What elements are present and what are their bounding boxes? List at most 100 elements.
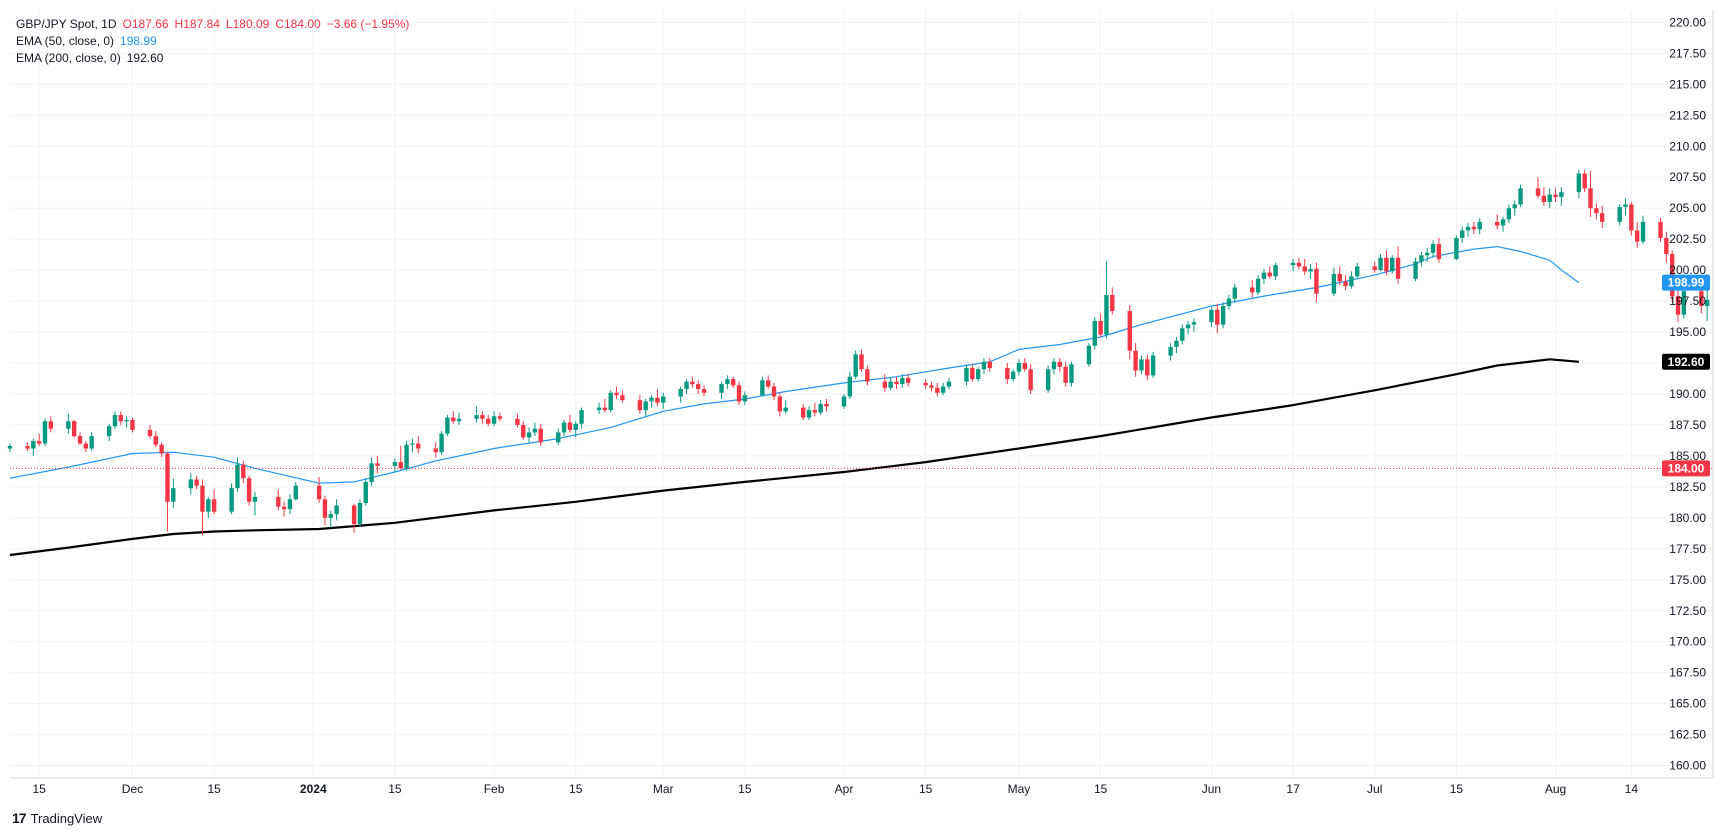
legend-symbol[interactable]: GBP/JPY Spot, 1D (16, 17, 117, 31)
candle[interactable] (1133, 343, 1138, 377)
candle[interactable] (923, 379, 928, 390)
candle[interactable] (736, 381, 742, 406)
candle[interactable] (1588, 171, 1593, 217)
candle[interactable] (695, 380, 701, 394)
candle[interactable] (526, 427, 532, 443)
candle[interactable] (538, 423, 543, 447)
candle[interactable] (1436, 237, 1442, 263)
candle[interactable] (1594, 203, 1599, 220)
candle[interactable] (188, 473, 193, 495)
candle[interactable] (1185, 320, 1191, 335)
candle[interactable] (118, 411, 124, 425)
candle[interactable] (322, 495, 328, 526)
candle[interactable] (276, 489, 281, 511)
candle[interactable] (1512, 200, 1517, 216)
candle[interactable] (661, 392, 666, 409)
candle[interactable] (165, 452, 170, 532)
candle[interactable] (1092, 317, 1097, 350)
candle[interactable] (206, 496, 211, 518)
candle[interactable] (357, 499, 363, 527)
candle[interactable] (701, 385, 707, 397)
candle[interactable] (719, 381, 724, 399)
candle[interactable] (281, 501, 287, 517)
candle[interactable] (859, 349, 864, 372)
candle[interactable] (1465, 223, 1471, 237)
candle[interactable] (1273, 262, 1278, 281)
candle[interactable] (1168, 343, 1173, 361)
candle[interactable] (1640, 215, 1646, 245)
candle[interactable] (1098, 313, 1103, 338)
candle[interactable] (614, 386, 619, 399)
candle[interactable] (1016, 359, 1022, 376)
candle[interactable] (1209, 307, 1214, 328)
candle[interactable] (684, 379, 689, 394)
candle[interactable] (1343, 275, 1348, 290)
candle[interactable] (252, 491, 258, 516)
candle[interactable] (171, 478, 176, 508)
candle[interactable] (1378, 254, 1383, 272)
candle[interactable] (579, 407, 584, 429)
candle[interactable] (1296, 257, 1302, 269)
legend-ema50-row[interactable]: EMA (50, close, 0) 198.99 (16, 33, 409, 50)
candle[interactable] (771, 382, 777, 401)
candle[interactable] (159, 442, 164, 458)
candle[interactable] (567, 415, 573, 433)
candle[interactable] (1086, 343, 1092, 367)
candle[interactable] (1069, 361, 1074, 387)
candle[interactable] (602, 398, 608, 413)
candle[interactable] (1174, 337, 1179, 354)
candle[interactable] (1395, 246, 1401, 284)
candle[interactable] (1022, 358, 1028, 372)
candle[interactable] (486, 415, 491, 427)
candle[interactable] (1547, 188, 1552, 209)
candle[interactable] (1261, 268, 1267, 284)
candle[interactable] (929, 381, 934, 392)
candle[interactable] (981, 358, 987, 375)
candle[interactable] (940, 382, 946, 396)
candle[interactable] (882, 374, 888, 392)
candle[interactable] (83, 441, 89, 453)
candle[interactable] (800, 403, 806, 421)
candle[interactable] (1010, 369, 1016, 382)
candle[interactable] (532, 422, 538, 437)
candle[interactable] (596, 402, 602, 414)
candle[interactable] (1180, 324, 1185, 345)
candle[interactable] (521, 421, 526, 440)
candle[interactable] (637, 395, 643, 414)
candle[interactable] (1506, 204, 1512, 224)
candle[interactable] (1390, 255, 1395, 274)
candle[interactable] (765, 375, 771, 390)
candle[interactable] (853, 350, 858, 380)
candle[interactable] (328, 510, 333, 528)
candle[interactable] (316, 476, 322, 504)
candle[interactable] (1576, 169, 1582, 199)
candle[interactable] (1553, 188, 1558, 202)
candle[interactable] (1658, 218, 1663, 242)
candle[interactable] (760, 376, 765, 397)
candle[interactable] (1191, 318, 1197, 333)
candle[interactable] (900, 374, 905, 388)
candle[interactable] (905, 374, 911, 387)
candle[interactable] (1110, 287, 1115, 315)
candle[interactable] (392, 458, 398, 473)
candle[interactable] (106, 423, 112, 442)
candle[interactable] (451, 411, 456, 424)
candle[interactable] (1500, 216, 1506, 232)
candle[interactable] (1559, 187, 1564, 206)
candle[interactable] (1430, 240, 1436, 258)
time-axis[interactable]: 15 Dec 15 2024 15 Feb 15 Mar 15 Apr 15 May 15 Jun 17 Ju… (32, 782, 1638, 796)
candle[interactable] (124, 416, 129, 428)
candle[interactable] (742, 391, 748, 406)
candle[interactable] (690, 376, 695, 388)
candle[interactable] (491, 411, 497, 427)
candle[interactable] (1331, 267, 1337, 297)
candle[interactable] (556, 428, 561, 445)
candle[interactable] (200, 479, 205, 536)
candle[interactable] (7, 443, 13, 453)
candle[interactable] (433, 442, 438, 458)
candle[interactable] (608, 390, 613, 413)
candle[interactable] (1384, 250, 1389, 276)
candle[interactable] (293, 481, 298, 501)
candle[interactable] (841, 394, 847, 409)
